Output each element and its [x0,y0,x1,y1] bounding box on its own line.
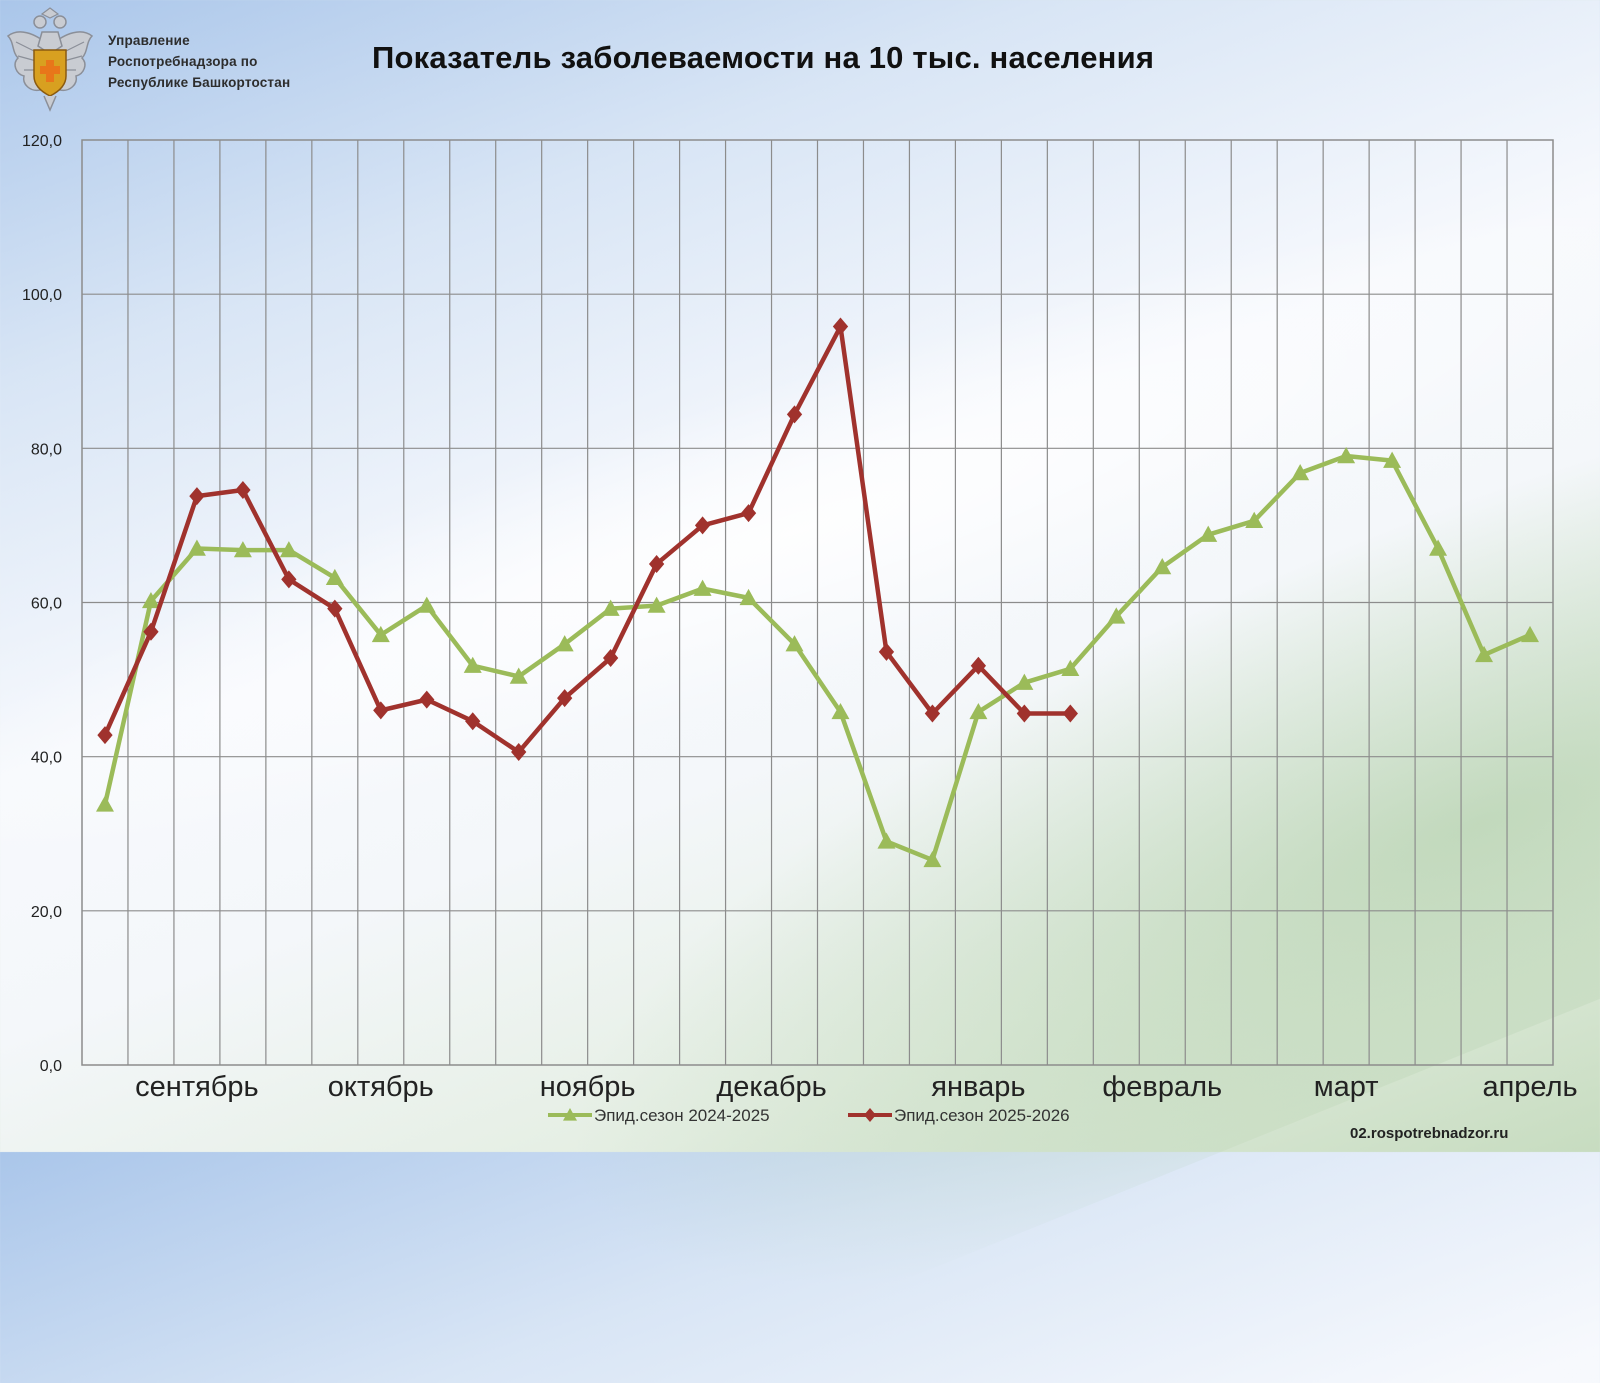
data-point-2024-2025 [1245,511,1264,528]
data-point-2024-2025 [831,702,850,720]
data-point-2025-2026 [143,622,159,641]
data-point-2025-2026 [419,690,435,709]
data-point-2025-2026 [786,405,803,424]
org-line-1: Управление [108,33,190,48]
organization-name: Управление Роспотребнадзора по Республик… [108,30,290,93]
data-point-2024-2025 [1107,607,1126,624]
data-point-2024-2025 [417,596,436,613]
y-tick-label: 20,0 [31,904,62,921]
x-month-label: ноябрь [540,1071,636,1103]
data-point-2025-2026 [1016,704,1033,723]
data-point-2025-2026 [465,712,481,731]
data-point-2024-2025 [509,667,528,684]
data-point-2024-2025 [877,832,896,849]
data-point-2025-2026 [970,656,987,675]
data-point-2024-2025 [371,625,390,643]
data-point-2024-2025 [969,702,988,720]
data-point-2024-2025 [1291,464,1310,481]
y-tick-label: 100,0 [22,287,62,304]
data-point-2025-2026 [694,516,711,535]
data-point-2024-2025 [1199,525,1218,542]
chart-title: Показатель заболеваемости на 10 тыс. нас… [372,40,1155,75]
data-point-2024-2025 [187,539,206,556]
data-point-2024-2025 [141,591,160,609]
data-point-2024-2025 [1337,447,1356,464]
data-point-2024-2025 [739,588,758,606]
data-point-2025-2026 [740,504,757,523]
data-point-2024-2025 [785,635,804,652]
y-tick-label: 60,0 [31,596,62,613]
x-month-label: декабрь [716,1071,826,1103]
line-chart: 0,0 20,0 40,0 60,0 80,0 100,0 120,0 сентябрь окт… [22,133,1578,1125]
data-point-2025-2026 [878,642,895,661]
data-point-2024-2025 [233,541,252,558]
data-point-2024-2025 [325,568,344,586]
data-point-2024-2025 [1521,625,1540,643]
x-month-label: январь [931,1071,1025,1103]
x-month-label: март [1314,1071,1379,1103]
data-point-2025-2026 [1062,704,1078,723]
x-month-label: февраль [1102,1071,1222,1103]
data-point-2024-2025 [463,656,482,673]
data-point-2024-2025 [1061,659,1080,676]
data-point-2025-2026 [648,554,665,573]
data-point-2024-2025 [647,596,666,613]
data-point-2025-2026 [557,689,573,708]
data-point-2025-2026 [97,726,113,745]
org-line-3: Республике Башкортостан [108,75,291,90]
y-tick-label: 0,0 [40,1058,62,1075]
data-point-2024-2025 [923,850,942,868]
y-tick-label: 40,0 [31,750,62,767]
data-point-2024-2025 [693,579,712,596]
data-point-2025-2026 [832,317,849,336]
data-point-2025-2026 [327,599,343,618]
x-month-label: сентябрь [135,1071,258,1103]
data-point-2025-2026 [235,480,251,499]
data-point-2024-2025 [279,541,298,558]
data-point-2024-2025 [601,599,620,616]
x-month-label: апрель [1482,1071,1577,1103]
y-tick-label: 120,0 [22,133,62,150]
legend-label: Эпид.сезон 2025-2026 [894,1106,1070,1125]
legend-label: Эпид.сезон 2024-2025 [594,1106,770,1125]
data-point-2024-2025 [1429,539,1448,556]
data-point-2025-2026 [924,704,941,723]
y-tick-label: 80,0 [31,441,62,458]
data-point-2025-2026 [602,649,619,667]
series-line-2024-2025 [102,453,1531,863]
series-line-2025-2026 [102,324,1071,755]
data-point-2024-2025 [1015,673,1034,690]
org-line-2: Роспотребнадзора по [108,54,258,69]
data-point-2024-2025 [555,635,574,652]
data-point-2025-2026 [373,701,389,720]
data-point-2024-2025 [1475,645,1494,663]
data-point-2024-2025 [95,795,114,812]
data-point-2025-2026 [511,743,527,762]
data-point-2024-2025 [1383,451,1402,468]
x-month-label: октябрь [328,1071,434,1103]
data-point-2025-2026 [189,487,205,506]
emblem-logo [6,7,94,112]
data-point-2025-2026 [281,570,297,589]
source-url: 02.rospotrebnadzor.ru [1350,1125,1509,1142]
legend-marker [864,1108,876,1122]
legend-marker [563,1108,577,1121]
data-point-2024-2025 [1153,558,1172,575]
